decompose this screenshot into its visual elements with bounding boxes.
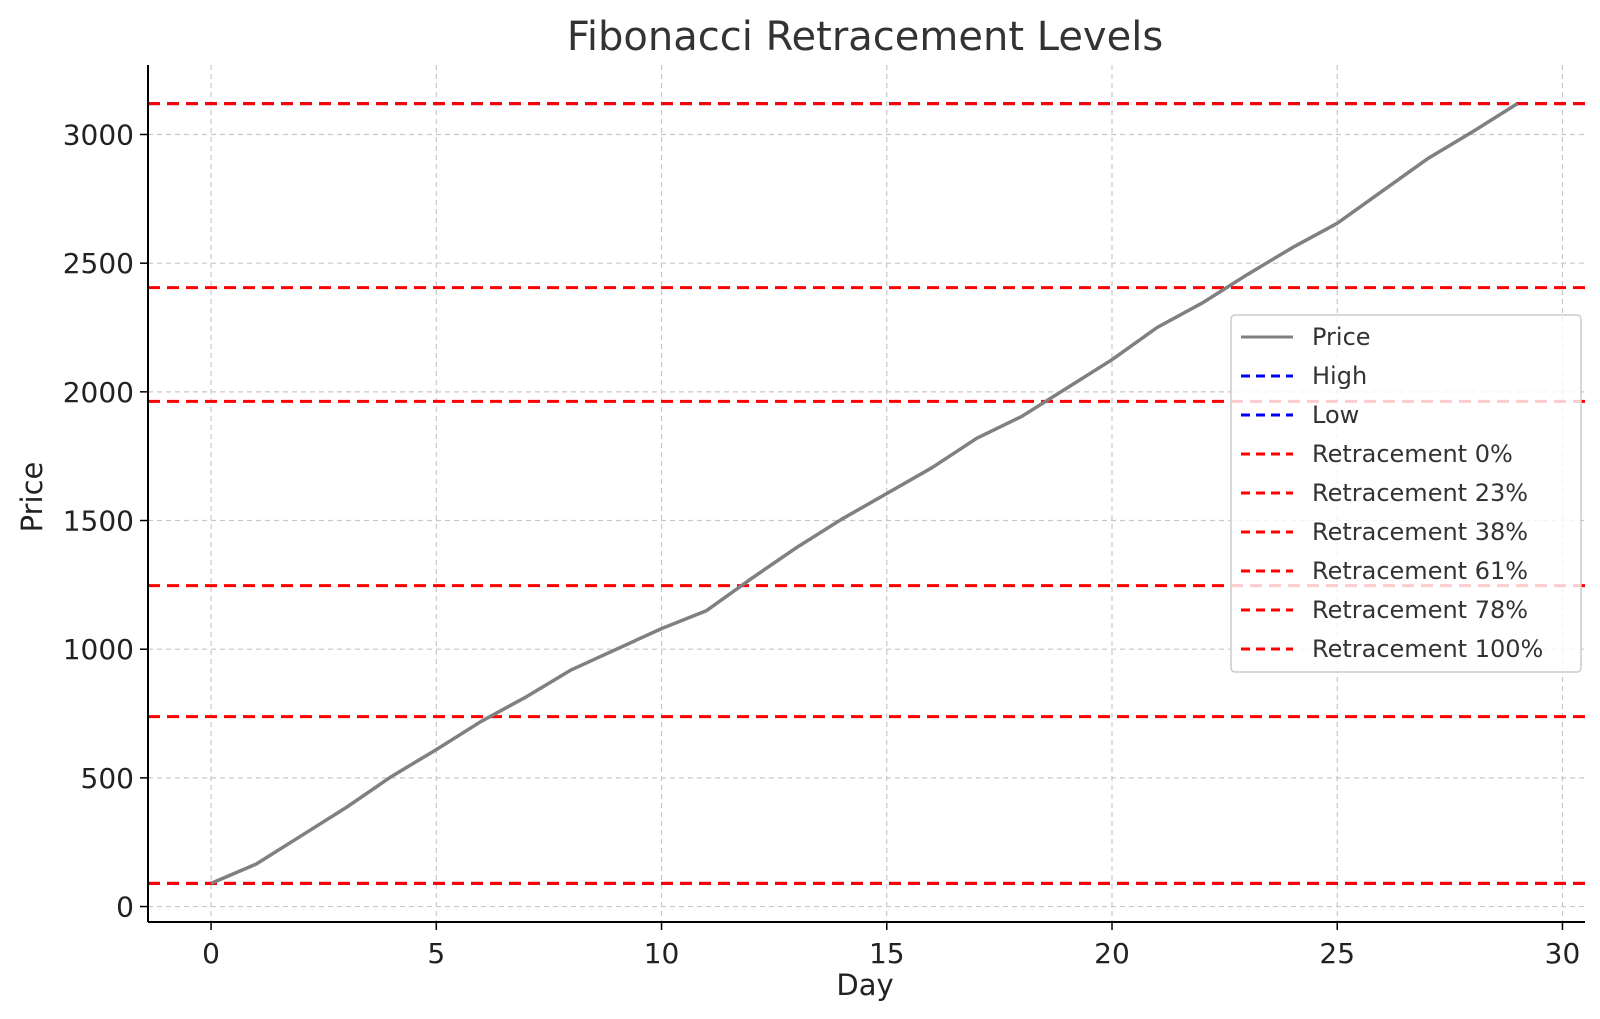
y-tick-label: 1000 xyxy=(63,633,134,666)
y-tick-label: 3000 xyxy=(63,118,134,151)
legend: Price High Low Retracement 0% Retracement 23… xyxy=(1230,314,1582,673)
chart-title: Fibonacci Retracement Levels xyxy=(567,14,1163,60)
legend-label: Retracement 100% xyxy=(1312,635,1543,663)
x-tick-label: 5 xyxy=(427,937,445,970)
legend-box xyxy=(1230,314,1582,673)
axes: 0 5 10 15 20 25 30 0 500 1000 1500 2000 2500 3000 xyxy=(63,65,1585,970)
legend-label: High xyxy=(1312,362,1367,390)
legend-label: Low xyxy=(1312,401,1359,429)
series-line-price xyxy=(210,102,1519,886)
y-axis-label: Price xyxy=(15,462,49,533)
x-tick-label: 10 xyxy=(644,937,680,970)
y-tick-label: 2500 xyxy=(63,247,134,280)
y-tick-label: 500 xyxy=(81,762,134,795)
y-tick-label: 2000 xyxy=(63,376,134,409)
x-axis-label: Day xyxy=(836,968,893,1002)
y-tick-label: 1500 xyxy=(63,505,134,538)
legend-label: Retracement 23% xyxy=(1312,479,1528,507)
legend-label: Retracement 61% xyxy=(1312,557,1528,585)
legend-label: Retracement 0% xyxy=(1312,440,1513,468)
legend-label: Price xyxy=(1312,323,1371,351)
y-tick-label: 0 xyxy=(116,891,134,924)
legend-label: Retracement 38% xyxy=(1312,518,1528,546)
x-tick-label: 0 xyxy=(202,937,220,970)
price-series xyxy=(210,102,1519,886)
x-tick-label: 20 xyxy=(1094,937,1130,970)
x-tick-label: 15 xyxy=(869,937,905,970)
x-tick-label: 25 xyxy=(1319,937,1355,970)
x-tick-label: 30 xyxy=(1545,937,1581,970)
legend-label: Retracement 78% xyxy=(1312,596,1528,624)
